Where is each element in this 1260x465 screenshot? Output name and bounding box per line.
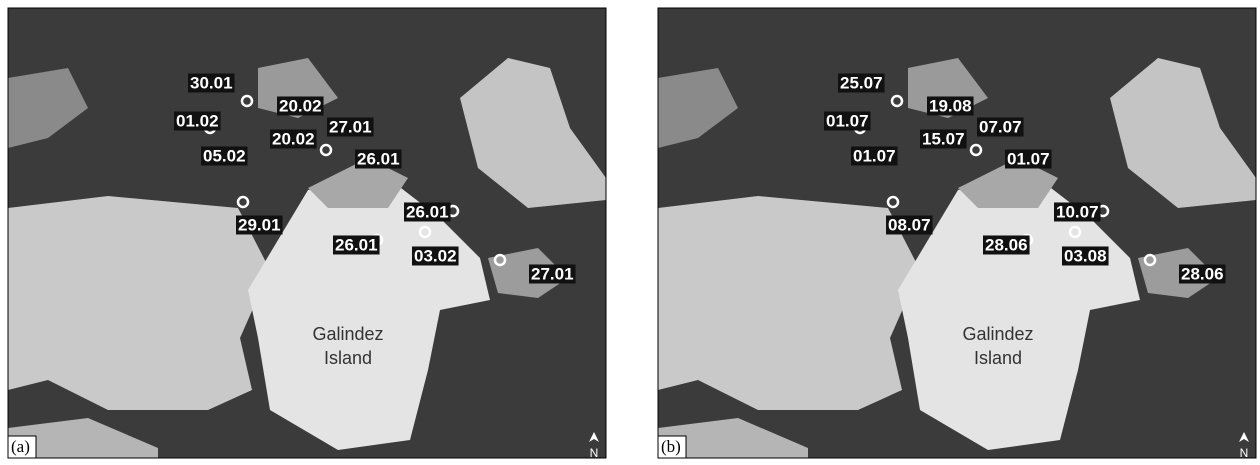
date-label: 29.01: [238, 215, 281, 234]
date-label: 01.02: [176, 111, 219, 130]
date-label: 20.02: [272, 129, 315, 148]
date-label: 26.01: [406, 202, 449, 221]
place-name: Galindez: [312, 324, 383, 344]
map-panel: 30.01 01.02 05.02 20.02 20.02 27.01 26.01 29.01…: [8, 8, 606, 460]
date-label: 03.08: [1064, 246, 1107, 265]
date-label: 01.07: [853, 146, 896, 165]
date-label: 10.07: [1056, 202, 1099, 221]
date-label: 26.01: [357, 149, 400, 168]
date-label: 20.02: [279, 96, 322, 115]
place-name: Island: [974, 348, 1022, 368]
satellite-image: [8, 8, 606, 458]
figure: 30.01 01.02 05.02 20.02 20.02 27.01 26.01 29.01…: [0, 0, 1260, 465]
date-label: 25.07: [840, 73, 883, 92]
date-label: 30.01: [190, 73, 233, 92]
map-panel: 25.07 01.07 01.07 19.08 15.07 07.07 01.07 08.07…: [658, 8, 1256, 460]
date-label: 05.02: [203, 146, 246, 165]
date-label: 08.07: [888, 215, 931, 234]
date-label: 28.06: [985, 235, 1028, 254]
north-label: N: [590, 446, 599, 460]
place-name: Island: [324, 348, 372, 368]
panels: 30.01 01.02 05.02 20.02 20.02 27.01 26.01 29.01…: [8, 8, 1256, 460]
satellite-image: [658, 8, 1256, 458]
place-name: Galindez: [962, 324, 1033, 344]
date-label: 27.01: [531, 264, 574, 283]
date-label: 03.02: [414, 246, 457, 265]
date-label: 26.01: [335, 235, 378, 254]
date-label: 28.06: [1181, 264, 1224, 283]
panel-label: (a): [11, 437, 30, 456]
north-label: N: [1240, 446, 1249, 460]
date-label: 01.07: [1007, 149, 1050, 168]
date-label: 15.07: [922, 129, 965, 148]
panel-label: (b): [661, 437, 681, 456]
date-label: 27.01: [329, 117, 372, 136]
date-label: 07.07: [979, 117, 1022, 136]
date-label: 01.07: [826, 111, 869, 130]
date-label: 19.08: [929, 96, 972, 115]
